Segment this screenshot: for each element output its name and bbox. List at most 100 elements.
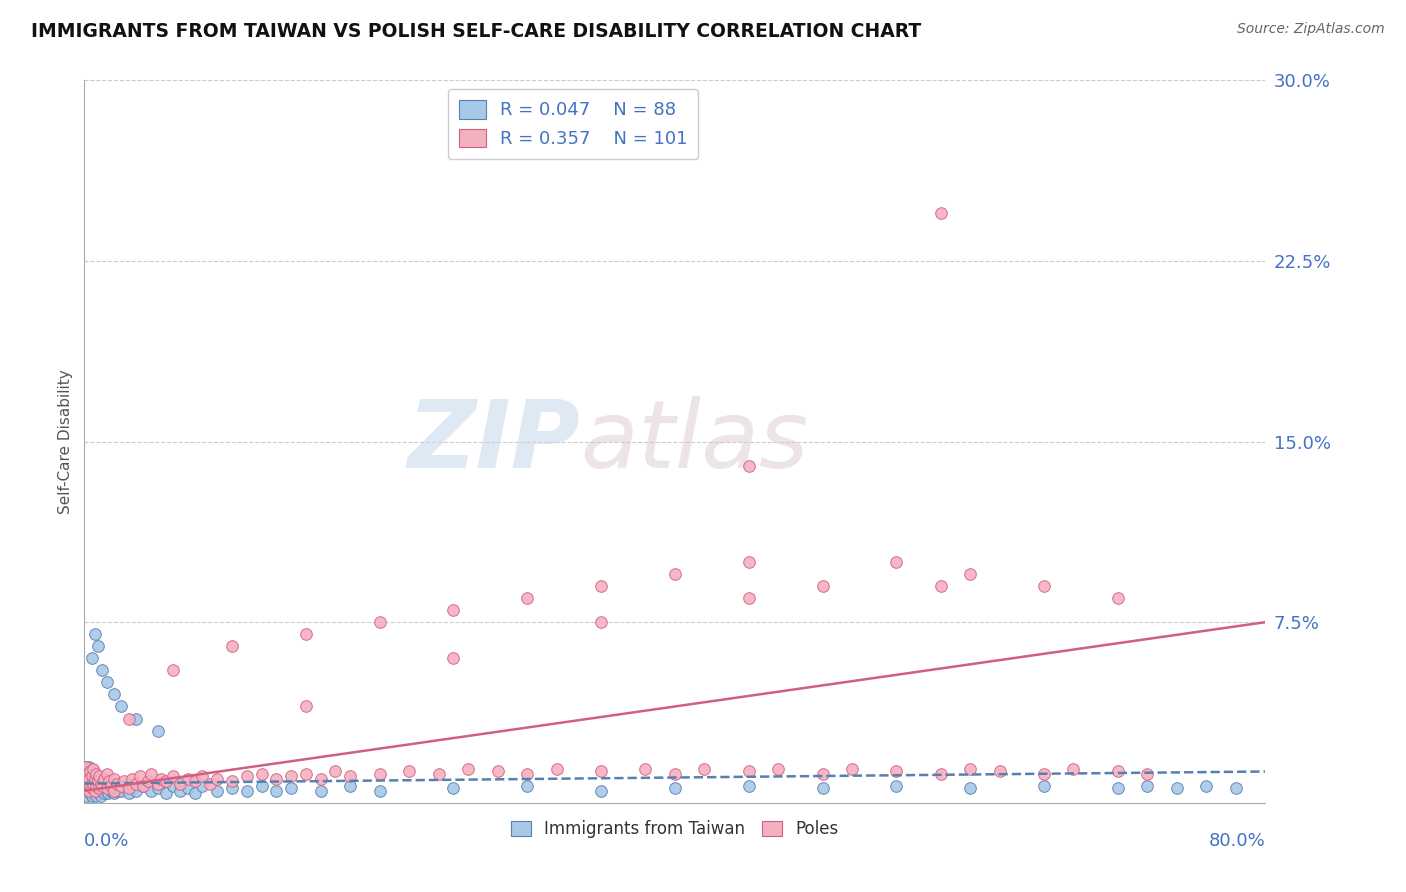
Text: IMMIGRANTS FROM TAIWAN VS POLISH SELF-CARE DISABILITY CORRELATION CHART: IMMIGRANTS FROM TAIWAN VS POLISH SELF-CA… bbox=[31, 22, 921, 41]
Point bbox=[1033, 779, 1056, 793]
Point bbox=[129, 769, 152, 783]
Point bbox=[959, 762, 981, 776]
Point bbox=[1225, 781, 1247, 796]
Point bbox=[1166, 781, 1188, 796]
Point bbox=[76, 767, 98, 781]
Point bbox=[121, 772, 143, 786]
Point bbox=[100, 779, 122, 793]
Text: 0.0%: 0.0% bbox=[84, 831, 129, 850]
Point bbox=[125, 776, 148, 790]
Text: atlas: atlas bbox=[581, 396, 808, 487]
Point bbox=[79, 786, 101, 800]
Point bbox=[207, 784, 229, 798]
Point bbox=[155, 774, 177, 789]
Point bbox=[139, 784, 162, 798]
Point bbox=[76, 767, 98, 781]
Point bbox=[96, 784, 118, 798]
Point bbox=[75, 772, 97, 786]
Point bbox=[325, 764, 347, 779]
Point bbox=[207, 772, 229, 786]
Point bbox=[96, 767, 118, 781]
Point bbox=[91, 779, 114, 793]
Point bbox=[82, 764, 104, 779]
Point bbox=[738, 458, 761, 473]
Point bbox=[221, 639, 243, 653]
Point bbox=[75, 760, 97, 774]
Point bbox=[86, 772, 108, 786]
Point bbox=[295, 767, 318, 781]
Text: ZIP: ZIP bbox=[408, 395, 581, 488]
Point bbox=[738, 591, 761, 605]
Point bbox=[886, 764, 908, 779]
Point bbox=[929, 205, 952, 219]
Point bbox=[811, 781, 834, 796]
Point bbox=[75, 760, 97, 774]
Point bbox=[101, 781, 124, 796]
Point bbox=[98, 774, 121, 789]
Point bbox=[79, 764, 101, 779]
Point bbox=[80, 769, 103, 783]
Point bbox=[118, 781, 141, 796]
Point bbox=[959, 567, 981, 582]
Point bbox=[79, 779, 101, 793]
Point bbox=[148, 776, 170, 790]
Point bbox=[79, 776, 101, 790]
Point bbox=[1107, 591, 1129, 605]
Point bbox=[96, 675, 118, 690]
Point bbox=[929, 579, 952, 593]
Point bbox=[100, 784, 122, 798]
Point bbox=[86, 639, 108, 653]
Point bbox=[125, 712, 148, 726]
Point bbox=[959, 781, 981, 796]
Point bbox=[191, 779, 214, 793]
Point bbox=[236, 784, 259, 798]
Text: Source: ZipAtlas.com: Source: ZipAtlas.com bbox=[1237, 22, 1385, 37]
Point bbox=[988, 764, 1011, 779]
Point bbox=[250, 779, 273, 793]
Point bbox=[221, 781, 243, 796]
Legend: Immigrants from Taiwan, Poles: Immigrants from Taiwan, Poles bbox=[505, 814, 845, 845]
Point bbox=[546, 762, 568, 776]
Point bbox=[83, 786, 105, 800]
Point bbox=[811, 767, 834, 781]
Point bbox=[139, 767, 162, 781]
Point bbox=[841, 762, 863, 776]
Point bbox=[198, 776, 221, 790]
Point bbox=[77, 781, 100, 796]
Point bbox=[76, 789, 98, 803]
Point bbox=[84, 774, 107, 789]
Point bbox=[80, 769, 103, 783]
Point bbox=[886, 779, 908, 793]
Point bbox=[162, 769, 184, 783]
Point bbox=[118, 786, 141, 800]
Point bbox=[1136, 779, 1159, 793]
Point bbox=[768, 762, 790, 776]
Point bbox=[591, 615, 613, 630]
Point bbox=[83, 772, 105, 786]
Point bbox=[83, 627, 105, 641]
Point bbox=[169, 784, 191, 798]
Point bbox=[125, 784, 148, 798]
Point bbox=[886, 555, 908, 569]
Point bbox=[84, 767, 107, 781]
Point bbox=[122, 781, 145, 796]
Point bbox=[664, 767, 686, 781]
Point bbox=[77, 760, 100, 774]
Point bbox=[250, 767, 273, 781]
Point bbox=[87, 786, 111, 800]
Point bbox=[1033, 579, 1056, 593]
Point bbox=[162, 664, 184, 678]
Point bbox=[368, 615, 391, 630]
Point bbox=[148, 781, 170, 796]
Point bbox=[103, 687, 125, 701]
Point bbox=[77, 772, 100, 786]
Point bbox=[1063, 762, 1085, 776]
Point bbox=[738, 555, 761, 569]
Point bbox=[77, 784, 100, 798]
Point bbox=[738, 779, 761, 793]
Point bbox=[80, 651, 103, 665]
Point bbox=[83, 776, 105, 790]
Point bbox=[634, 762, 657, 776]
Point bbox=[443, 651, 465, 665]
Point bbox=[93, 772, 115, 786]
